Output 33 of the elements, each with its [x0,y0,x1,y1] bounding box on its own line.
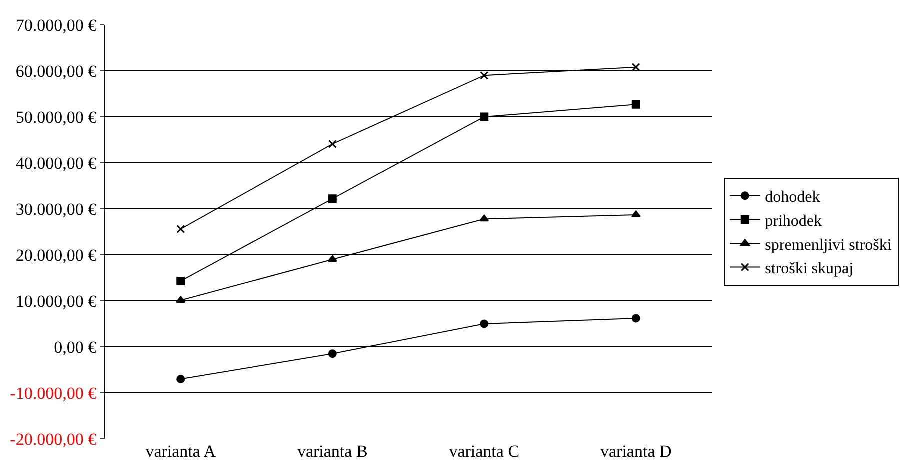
y-tick-label: 30.000,00 € [16,200,98,219]
x-tick-label: varianta B [297,442,368,461]
point [328,140,337,148]
y-tick-label: 10.000,00 € [16,292,98,311]
y-tick-label: -10.000,00 € [10,384,98,403]
point [328,255,338,262]
point [328,350,337,358]
point [176,224,186,234]
point [480,214,490,222]
y-tick-label: -20.000,00 € [10,430,98,449]
legend-label: stroški skupaj [765,260,854,278]
y-tick-label: 20.000,00 € [16,246,98,265]
legend-label: spremenljivi stroški [765,236,892,254]
x-tick-label: varianta D [600,442,672,461]
point [176,276,186,286]
point [632,314,640,323]
x-tick-label: varianta A [146,442,217,461]
legend-label: prihodek [765,212,822,230]
y-tick-label: 50.000,00 € [16,108,98,127]
y-tick-label: 40.000,00 € [16,154,98,173]
x-tick-label: varianta C [449,442,520,461]
point [176,374,186,384]
y-tick-label: 60.000,00 € [16,62,98,81]
point [632,100,640,109]
y-tick-label: 0,00 € [54,338,98,357]
point [176,296,186,304]
legend-label: dohodek [765,189,820,206]
point [480,112,489,122]
point [328,194,337,204]
point [480,320,489,328]
point [480,71,489,80]
point [631,210,641,218]
y-tick-label: 70.000,00 € [16,16,98,35]
